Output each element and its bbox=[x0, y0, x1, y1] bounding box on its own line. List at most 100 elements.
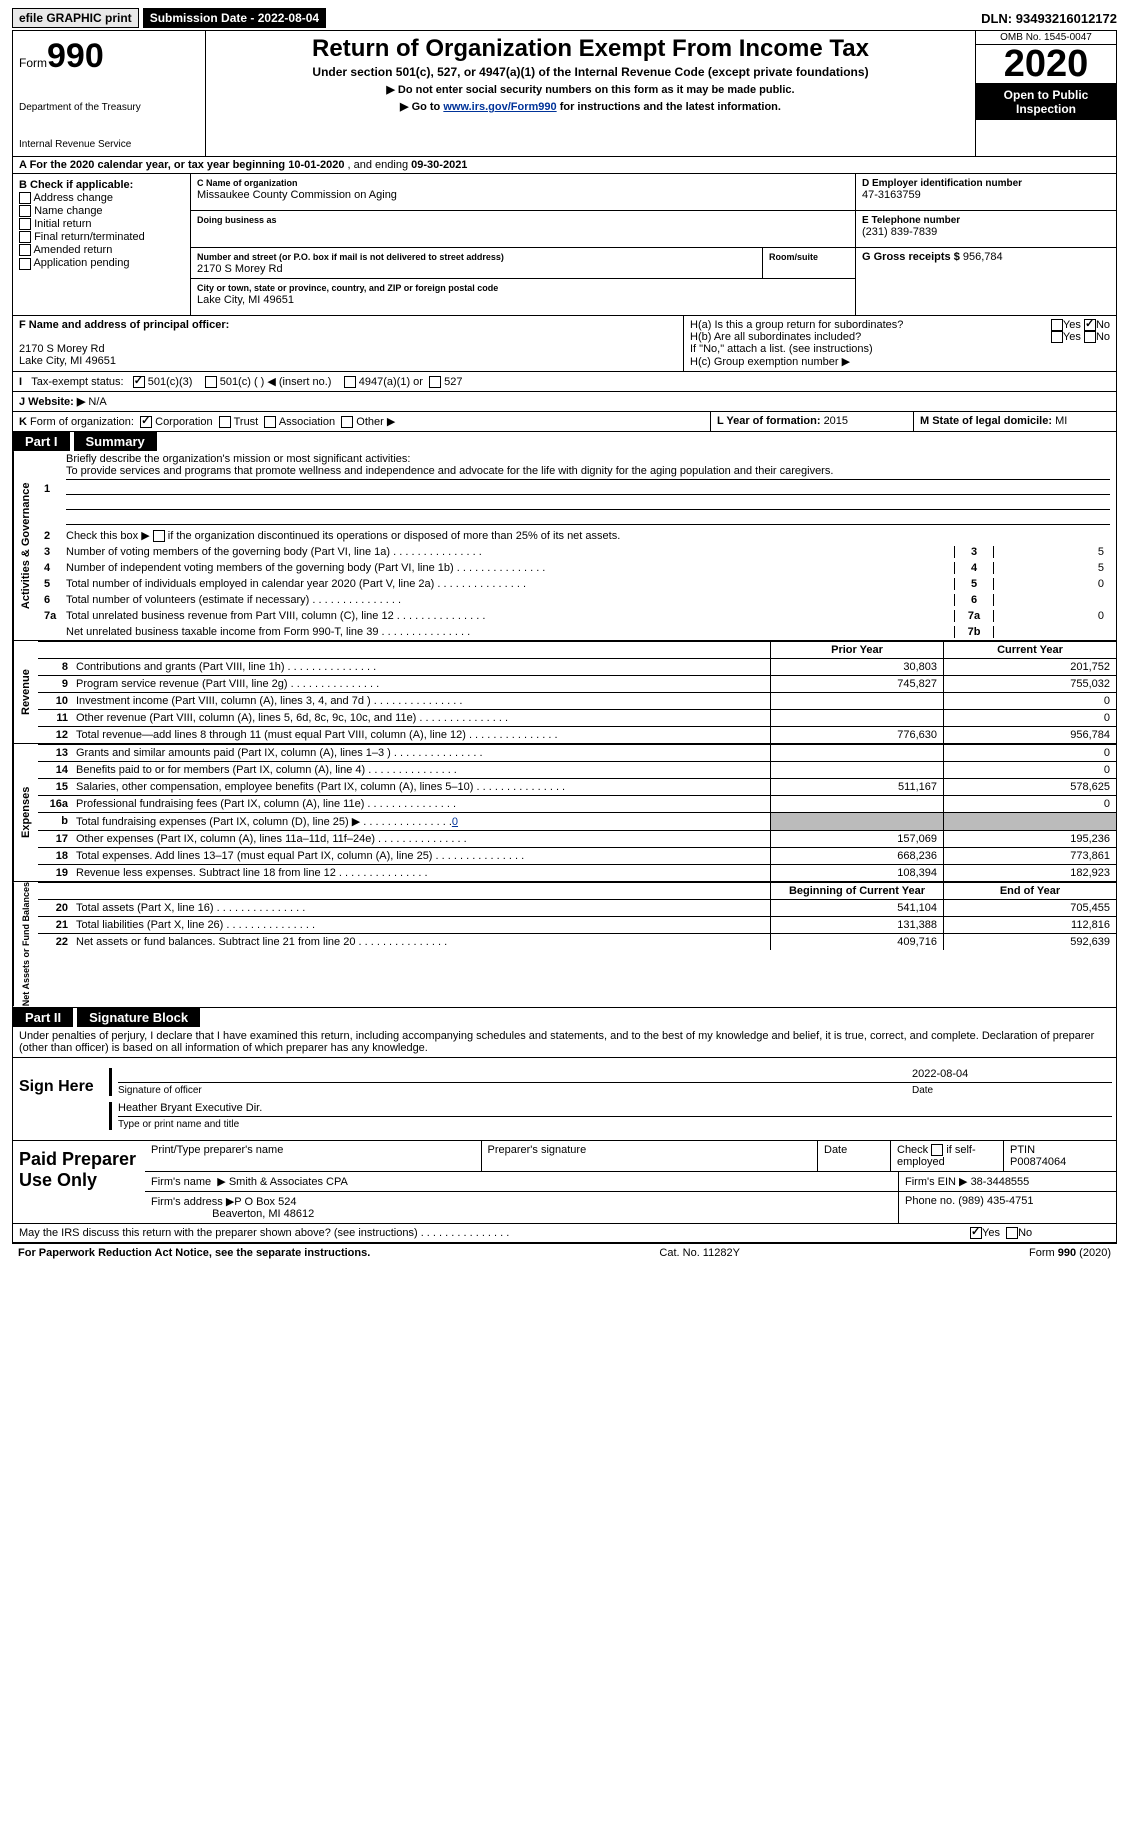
table-row: 21Total liabilities (Part X, line 26)131… bbox=[38, 916, 1116, 933]
firm-ein: 38-3448555 bbox=[971, 1176, 1030, 1188]
cb-selfemp[interactable] bbox=[931, 1144, 943, 1156]
fundraising-link[interactable]: 0 bbox=[452, 816, 458, 828]
hdr-mid: Return of Organization Exempt From Incom… bbox=[206, 31, 975, 156]
page: efile GRAPHIC print Submission Date - 20… bbox=[0, 0, 1129, 1270]
irs-link[interactable]: www.irs.gov/Form990 bbox=[443, 101, 556, 113]
block-revenue: Revenue Prior YearCurrent Year 8Contribu… bbox=[13, 641, 1116, 744]
gov-line: 5Total number of individuals employed in… bbox=[38, 576, 1116, 592]
dln: DLN: 93493216012172 bbox=[981, 11, 1117, 26]
cb-amended[interactable] bbox=[19, 244, 31, 256]
block-netassets: Net Assets or Fund Balances Beginning of… bbox=[13, 882, 1116, 1007]
cb-corp[interactable] bbox=[140, 416, 152, 428]
cb-name[interactable] bbox=[19, 205, 31, 217]
firm-name: ▶ Smith & Associates CPA bbox=[217, 1176, 348, 1188]
block-governance: Activities & Governance 1Briefly describ… bbox=[13, 451, 1116, 641]
efile-print-button[interactable]: efile GRAPHIC print bbox=[12, 8, 139, 28]
gov-line: 6Total number of volunteers (estimate if… bbox=[38, 592, 1116, 608]
irs-discuss: May the IRS discuss this return with the… bbox=[13, 1224, 1116, 1243]
cb-trust[interactable] bbox=[219, 416, 231, 428]
table-row: bTotal fundraising expenses (Part IX, co… bbox=[38, 812, 1116, 830]
open-inspection: Open to Public Inspection bbox=[976, 84, 1116, 120]
phone: (231) 839-7839 bbox=[862, 226, 937, 238]
dept-treasury: Department of the Treasury bbox=[19, 102, 199, 113]
part2-hdr: Part II Signature Block bbox=[13, 1008, 1116, 1027]
table-row: 18Total expenses. Add lines 13–17 (must … bbox=[38, 847, 1116, 864]
gov-line: 3Number of voting members of the governi… bbox=[38, 544, 1116, 560]
officer-name: Heather Bryant Executive Dir. bbox=[118, 1102, 1112, 1114]
table-row: 22Net assets or fund balances. Subtract … bbox=[38, 933, 1116, 950]
gov-line: 7aTotal unrelated business revenue from … bbox=[38, 608, 1116, 624]
cb-other[interactable] bbox=[341, 416, 353, 428]
table-row: 15Salaries, other compensation, employee… bbox=[38, 778, 1116, 795]
org-name: Missaukee County Commission on Aging bbox=[197, 189, 397, 201]
cb-initial[interactable] bbox=[19, 218, 31, 230]
form-title: Return of Organization Exempt From Incom… bbox=[214, 35, 967, 63]
org-addr: 2170 S Morey Rd bbox=[197, 263, 283, 275]
cb-501c[interactable] bbox=[205, 376, 217, 388]
sign-here: Sign Here 2022-08-04 Signature of office… bbox=[13, 1057, 1116, 1141]
cb-4947[interactable] bbox=[344, 376, 356, 388]
org-city: Lake City, MI 49651 bbox=[197, 294, 294, 306]
table-row: 12Total revenue—add lines 8 through 11 (… bbox=[38, 726, 1116, 743]
cat-no: Cat. No. 11282Y bbox=[659, 1247, 740, 1259]
side-netassets: Net Assets or Fund Balances bbox=[13, 882, 38, 1006]
firm-phone: (989) 435-4751 bbox=[958, 1195, 1033, 1207]
table-row: 20Total assets (Part X, line 16)541,1047… bbox=[38, 899, 1116, 916]
sig-declaration: Under penalties of perjury, I declare th… bbox=[13, 1027, 1116, 1057]
line-a: A For the 2020 calendar year, or tax yea… bbox=[13, 157, 1116, 174]
ha-no[interactable] bbox=[1084, 319, 1096, 331]
ha-yes[interactable] bbox=[1051, 319, 1063, 331]
form-subtitle: Under section 501(c), 527, or 4947(a)(1)… bbox=[214, 65, 967, 79]
paperwork-notice: For Paperwork Reduction Act Notice, see … bbox=[18, 1247, 370, 1259]
table-row: 16aProfessional fundraising fees (Part I… bbox=[38, 795, 1116, 812]
table-row: 14Benefits paid to or for members (Part … bbox=[38, 761, 1116, 778]
col-deg: D Employer identification number47-31637… bbox=[856, 174, 1116, 315]
table-row: 8Contributions and grants (Part VIII, li… bbox=[38, 658, 1116, 675]
irs-label: Internal Revenue Service bbox=[19, 139, 199, 150]
form-ref: Form 990 (2020) bbox=[1029, 1247, 1111, 1259]
form-header: Form990 Department of the Treasury Inter… bbox=[13, 31, 1116, 157]
table-row: 11Other revenue (Part VIII, column (A), … bbox=[38, 709, 1116, 726]
section-j: J Website: ▶ N/A bbox=[13, 392, 1116, 412]
section-fh: F Name and address of principal officer:… bbox=[13, 316, 1116, 372]
gov-line: Net unrelated business taxable income fr… bbox=[38, 624, 1116, 640]
firm-addr: P O Box 524 bbox=[234, 1196, 296, 1208]
table-row: 10Investment income (Part VIII, column (… bbox=[38, 692, 1116, 709]
col-h: H(a) Is this a group return for subordin… bbox=[684, 316, 1116, 371]
block-expenses: Expenses 13Grants and similar amounts pa… bbox=[13, 744, 1116, 882]
cb-501c3[interactable] bbox=[133, 376, 145, 388]
hdr-left: Form990 Department of the Treasury Inter… bbox=[13, 31, 206, 156]
gov-line: 4Number of independent voting members of… bbox=[38, 560, 1116, 576]
table-row: 19Revenue less expenses. Subtract line 1… bbox=[38, 864, 1116, 881]
table-row: 17Other expenses (Part IX, column (A), l… bbox=[38, 830, 1116, 847]
section-i: I Tax-exempt status: 501(c)(3) 501(c) ( … bbox=[13, 372, 1116, 392]
discuss-no[interactable] bbox=[1006, 1227, 1018, 1239]
website: N/A bbox=[88, 396, 106, 408]
section-bcdeg: B Check if applicable: Address change Na… bbox=[13, 174, 1116, 316]
col-f: F Name and address of principal officer:… bbox=[13, 316, 684, 371]
cb-assoc[interactable] bbox=[264, 416, 276, 428]
hb-yes[interactable] bbox=[1051, 331, 1063, 343]
col-b: B Check if applicable: Address change Na… bbox=[13, 174, 191, 315]
side-governance: Activities & Governance bbox=[13, 451, 38, 640]
discuss-yes[interactable] bbox=[970, 1227, 982, 1239]
cb-527[interactable] bbox=[429, 376, 441, 388]
cb-pending[interactable] bbox=[19, 258, 31, 270]
paid-preparer: Paid Preparer Use Only Print/Type prepar… bbox=[13, 1141, 1116, 1224]
ptin: P00874064 bbox=[1010, 1156, 1066, 1168]
side-revenue: Revenue bbox=[13, 641, 38, 743]
footer: For Paperwork Reduction Act Notice, see … bbox=[12, 1244, 1117, 1262]
note-ssn: ▶ Do not enter social security numbers o… bbox=[214, 83, 967, 96]
col-c: C Name of organizationMissaukee County C… bbox=[191, 174, 856, 315]
hdr-right: OMB No. 1545-0047 2020 Open to Public In… bbox=[975, 31, 1116, 156]
cb-address[interactable] bbox=[19, 192, 31, 204]
hb-no[interactable] bbox=[1084, 331, 1096, 343]
form-container: Form990 Department of the Treasury Inter… bbox=[12, 30, 1117, 1244]
note-link: ▶ Go to www.irs.gov/Form990 for instruct… bbox=[214, 100, 967, 113]
cb-discontinued[interactable] bbox=[153, 530, 165, 542]
cb-final[interactable] bbox=[19, 231, 31, 243]
table-row: 13Grants and similar amounts paid (Part … bbox=[38, 744, 1116, 761]
topbar: efile GRAPHIC print Submission Date - 20… bbox=[12, 8, 1117, 28]
section-klm: K Form of organization: Corporation Trus… bbox=[13, 412, 1116, 432]
part1-hdr: Part I Summary bbox=[13, 432, 1116, 451]
